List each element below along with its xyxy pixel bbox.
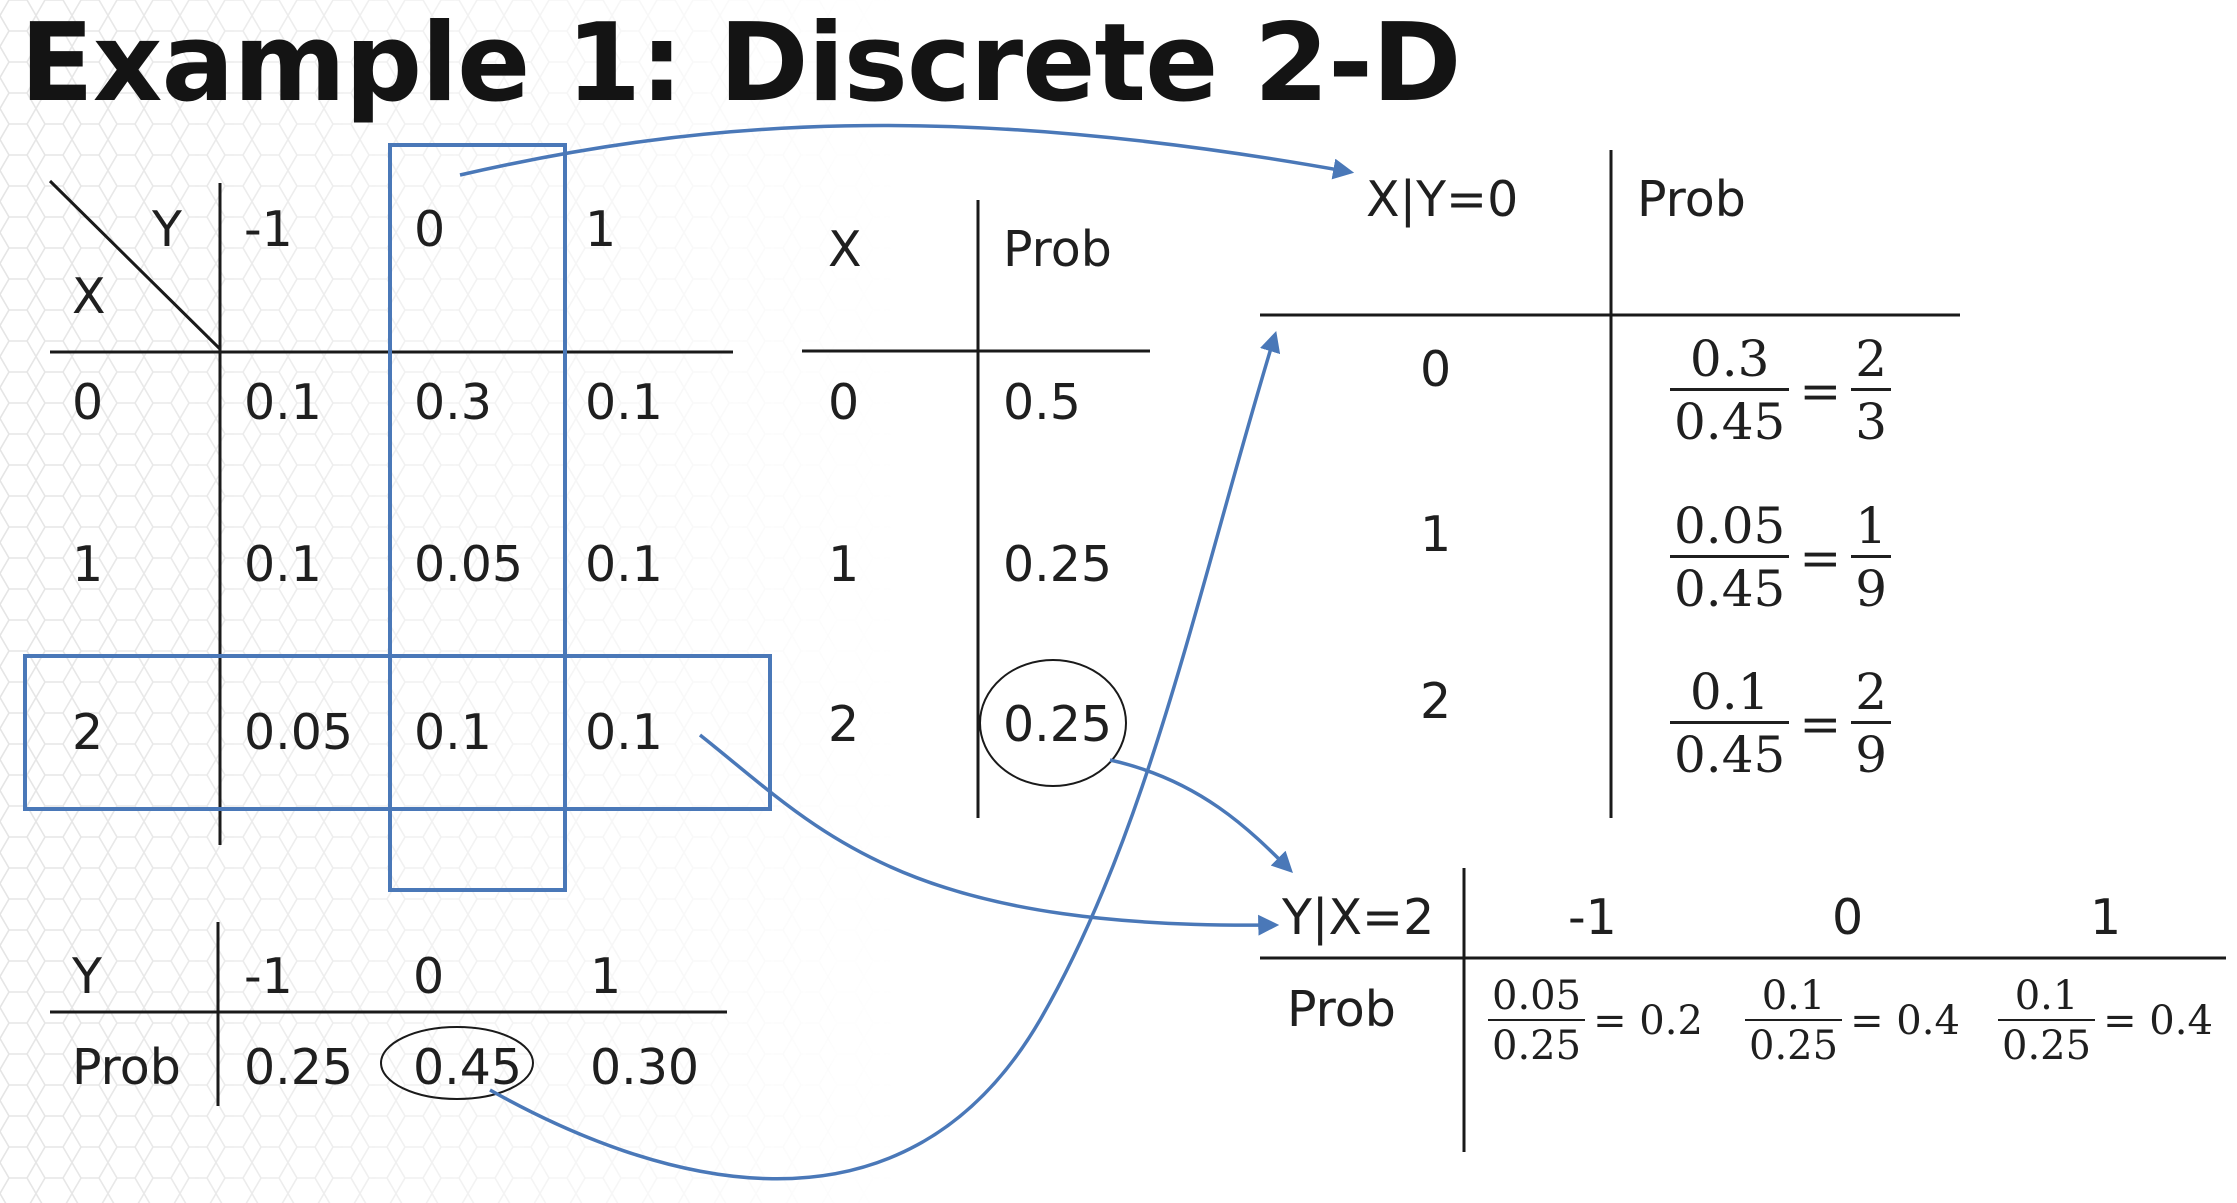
- fraction: 0.05 0.45: [1670, 497, 1790, 618]
- marginal-x2-circle: [979, 659, 1127, 787]
- marginal-y-prob: 0.25: [244, 1039, 354, 1096]
- joint-cell: 0.1: [244, 374, 322, 431]
- joint-cell: 0.1: [244, 536, 322, 593]
- marginal-x-prob: 0.5: [1003, 374, 1081, 431]
- result: = 0.4: [1850, 998, 1960, 1044]
- cond-x-value: 2: [1420, 673, 1452, 730]
- fraction: 0.3 0.45: [1670, 330, 1790, 451]
- denominator: 0.25: [1488, 1019, 1586, 1069]
- slide-title: Example 1: Discrete 2-D: [20, 1, 1462, 126]
- joint-cell: 0.05: [414, 536, 524, 593]
- numerator: 2: [1855, 330, 1888, 388]
- numerator: 0.05: [1674, 497, 1786, 555]
- joint-row-x-value: 2: [72, 704, 104, 761]
- cond-y-header: Y|X=2: [1282, 889, 1435, 946]
- cond-x-value: 1: [1420, 506, 1452, 563]
- marginal-x-value: 2: [828, 696, 860, 753]
- joint-corner-y-label: Y: [152, 201, 182, 258]
- numerator: 1: [1855, 497, 1888, 555]
- joint-cell: 0.05: [244, 704, 354, 761]
- denominator: 9: [1851, 721, 1892, 784]
- marginal-y-label: Y: [72, 948, 102, 1005]
- fraction: 0.05 0.25: [1488, 973, 1586, 1069]
- joint-row-x-value: 0: [72, 374, 104, 431]
- marginal-x-prob: 0.25: [1003, 536, 1113, 593]
- marginal-x-value: 0: [828, 374, 860, 431]
- fraction: 0.1 0.25: [1998, 973, 2096, 1069]
- marginal-x-header-x: X: [828, 221, 862, 278]
- cond-y-prob-formula: 0.05 0.25 = 0.2: [1488, 973, 1703, 1069]
- cond-y-prob-formula: 0.1 0.25 = 0.4: [1745, 973, 1960, 1069]
- arrow-marginal-x-to-cond-y: [1109, 758, 1293, 873]
- fraction: 0.1 0.25: [1745, 973, 1843, 1069]
- numerator: 0.3: [1689, 330, 1770, 388]
- joint-cell: 0.1: [585, 374, 663, 431]
- denominator: 0.45: [1670, 721, 1790, 784]
- numerator: 0.1: [1761, 973, 1826, 1019]
- joint-col-header: -1: [244, 201, 293, 258]
- denominator: 3: [1851, 388, 1892, 451]
- joint-corner-diagonal: [48, 179, 222, 351]
- result: = 0.4: [2103, 998, 2213, 1044]
- denominator: 9: [1851, 555, 1892, 618]
- numerator: 0.1: [1689, 663, 1770, 721]
- numerator: 0.1: [2014, 973, 2079, 1019]
- joint-cell: 0.1: [414, 704, 492, 761]
- denominator: 0.25: [1745, 1019, 1843, 1069]
- cond-y-prob-formula: 0.1 0.25 = 0.4: [1998, 973, 2213, 1069]
- result: = 0.2: [1593, 998, 1703, 1044]
- denominator: 0.45: [1670, 555, 1790, 618]
- joint-cell: 0.1: [585, 536, 663, 593]
- equals-sign: =: [1799, 361, 1842, 420]
- marginal-x-prob: 0.25: [1003, 696, 1113, 753]
- joint-col-header: 1: [585, 201, 617, 258]
- row-x2-highlight-box: [23, 654, 772, 811]
- joint-row-x-value: 1: [72, 536, 104, 593]
- cond-x-value: 0: [1420, 341, 1452, 398]
- equals-sign: =: [1799, 694, 1842, 753]
- marginal-y-prob: 0.30: [590, 1039, 700, 1096]
- cond-y-row-label: Prob: [1287, 981, 1396, 1038]
- denominator: 0.25: [1998, 1019, 2096, 1069]
- marginal-y-value: 1: [590, 948, 622, 1005]
- denominator: 0.45: [1670, 388, 1790, 451]
- cond-y-col-header: -1: [1568, 889, 1617, 946]
- marginal-y-prob-label: Prob: [72, 1039, 181, 1096]
- joint-col-header: 0: [414, 201, 446, 258]
- joint-cell: 0.1: [585, 704, 663, 761]
- cond-x-header: X|Y=0: [1366, 171, 1519, 228]
- column-y0-highlight-box: [388, 143, 567, 892]
- marginal-y-value: -1: [244, 948, 293, 1005]
- cond-y-col-header: 0: [1832, 889, 1864, 946]
- arrow-row-to-cond-y: [698, 733, 1280, 936]
- arrow-column-to-cond-x: [459, 123, 1355, 180]
- cond-y-col-header: 1: [2090, 889, 2122, 946]
- joint-corner-x-label: X: [72, 268, 106, 325]
- numerator: 2: [1855, 663, 1888, 721]
- marginal-y-prob: 0.45: [413, 1039, 523, 1096]
- equals-sign: =: [1799, 528, 1842, 587]
- marginal-y0-circle: [380, 1026, 534, 1100]
- arrow-marginal-y-to-cond-x: [489, 330, 1281, 1181]
- joint-cell: 0.3: [414, 374, 492, 431]
- cond-x-header-prob: Prob: [1637, 171, 1746, 228]
- marginal-x-value: 1: [828, 536, 860, 593]
- numerator: 0.05: [1492, 973, 1582, 1019]
- marginal-x-header-prob: Prob: [1003, 221, 1112, 278]
- fraction: 0.1 0.45: [1670, 663, 1790, 784]
- marginal-y-value: 0: [413, 948, 445, 1005]
